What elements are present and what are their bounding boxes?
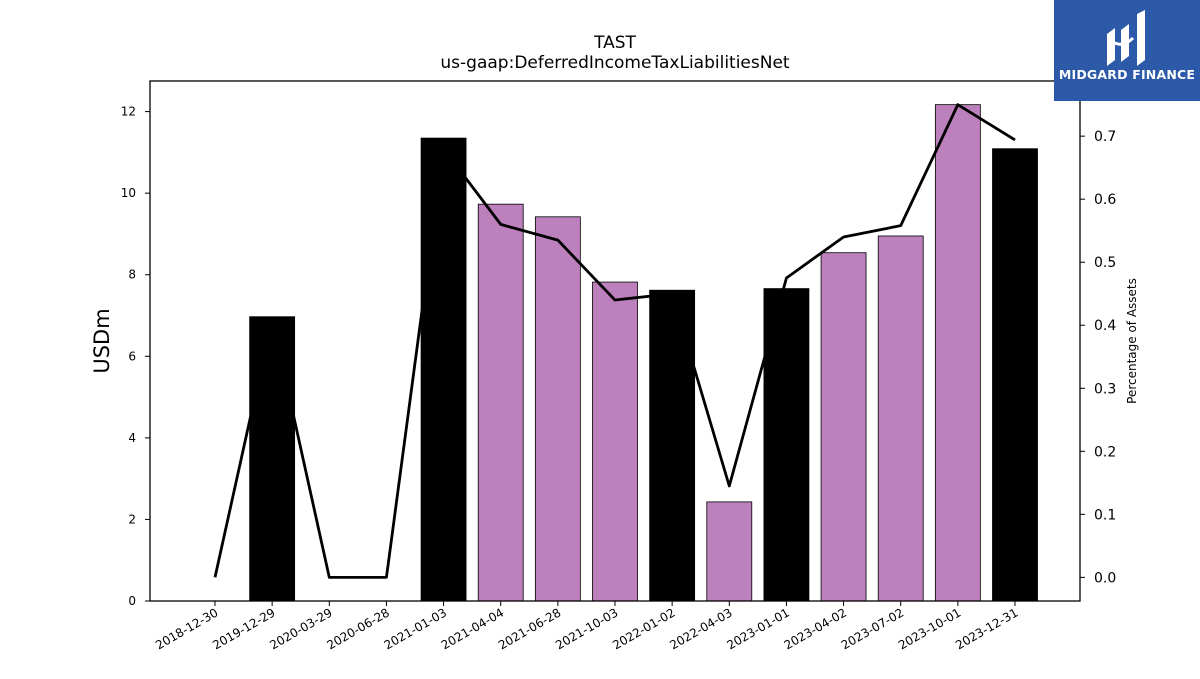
y-left-tick-label: 4: [128, 431, 136, 445]
chart-title: TAST: [593, 33, 636, 53]
bar: [706, 501, 753, 602]
bar: [992, 148, 1038, 602]
bar-series: [249, 104, 1038, 602]
x-tick-label: 2022-01-02: [610, 605, 677, 652]
x-tick-label: 2020-03-29: [267, 605, 334, 652]
y-right-tick-label: 0.4: [1094, 318, 1116, 334]
y-left-tick-label: 2: [128, 512, 136, 526]
y-right-tick-label: 0.7: [1094, 129, 1116, 145]
bar: [420, 137, 467, 602]
chart-subtitle: us-gaap:DeferredIncomeTaxLiabilitiesNet: [440, 53, 790, 73]
x-tick-label: 2022-04-03: [667, 605, 734, 652]
y-left-tick-label: 10: [121, 186, 136, 200]
bar: [763, 288, 810, 602]
x-tick-label: 2023-01-01: [725, 605, 792, 652]
y-axis-left-label: USDm: [90, 308, 114, 373]
bar: [820, 252, 867, 602]
x-tick-label: 2023-04-02: [782, 605, 849, 652]
y-right-tick-label: 0.0: [1094, 570, 1116, 586]
x-tick-label: 2020-06-28: [325, 605, 392, 652]
bar: [934, 104, 981, 602]
bar: [534, 216, 581, 602]
x-tick-label: 2018-12-30: [153, 605, 220, 652]
y-right-tick-label: 0.1: [1094, 507, 1116, 523]
bar: [592, 281, 638, 602]
y-left-tick-label: 8: [128, 268, 136, 282]
y-right-tick-label: 0.3: [1094, 381, 1116, 397]
line-path: [213, 103, 1016, 579]
y-left-tick-label: 6: [128, 349, 136, 363]
bar: [477, 203, 524, 602]
y-right-tick-label: 0.2: [1094, 444, 1116, 460]
y-left-tick-label: 12: [121, 105, 136, 119]
x-tick-label: 2021-10-03: [553, 605, 620, 652]
x-tick-label: 2021-06-28: [496, 605, 563, 652]
x-tick-label: 2023-10-01: [896, 605, 963, 652]
x-tick-label: 2023-07-02: [839, 605, 906, 652]
brand-logo-box: MIDGARD FINANCE: [1054, 0, 1200, 101]
x-tick-label: 2021-01-03: [382, 605, 449, 652]
x-tick-label: 2021-04-04: [439, 605, 506, 652]
bar: [649, 289, 696, 602]
x-tick-label: 2023-12-31: [953, 605, 1020, 652]
bar: [877, 235, 924, 602]
line-series: [213, 103, 1016, 579]
bar: [249, 316, 296, 602]
y-axis-right-label: Percentage of Assets: [1125, 278, 1139, 404]
y-left-tick-label: 0: [128, 594, 136, 608]
x-tick-label: 2019-12-29: [210, 605, 277, 652]
y-right-tick-label: 0.6: [1094, 192, 1116, 208]
brand-name: MIDGARD FINANCE: [1058, 67, 1196, 82]
midgard-logo-icon: [1107, 10, 1145, 66]
y-right-tick-label: 0.5: [1094, 255, 1116, 271]
